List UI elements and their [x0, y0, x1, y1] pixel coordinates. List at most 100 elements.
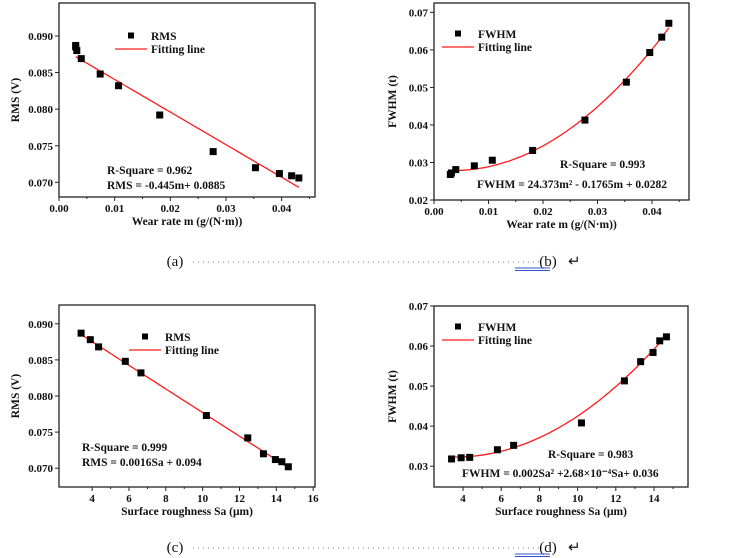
x-tick-label: 12 [610, 493, 622, 505]
data-point [493, 446, 501, 454]
x-tick-label: 14 [649, 493, 661, 505]
y-tick-label: 0.075 [28, 427, 53, 439]
chart-d: 4 6 8 10 12 14 0.03 0.04 0.05 0.06 0.07 Surface rou… [387, 301, 689, 557]
x-tick-label: 0.00 [424, 206, 444, 218]
x-tick-label: 0.04 [642, 206, 662, 218]
legend-label: Fitting line [165, 345, 219, 357]
legend-marker [142, 333, 148, 340]
y-tick-label: 0.03 [409, 461, 429, 473]
y-tick-label: 0.04 [409, 120, 429, 132]
x-tick-label: 0.01 [479, 206, 498, 218]
plot-frame [58, 2, 316, 198]
fitting-line [451, 334, 667, 458]
data-point [470, 162, 478, 170]
legend-label: FWHM [478, 29, 516, 41]
y-tick-label: 0.085 [28, 355, 53, 367]
legend-marker [455, 30, 461, 37]
data-point [466, 453, 474, 461]
data-point [156, 111, 164, 119]
legend-label: RMS [165, 332, 191, 344]
data-point [86, 336, 94, 344]
legend-marker [455, 323, 461, 330]
fit-annotation: RMS = 0.0016Sa + 0.094 [82, 457, 202, 469]
y-axis-label: RMS (V) [10, 374, 22, 419]
y-tick-label: 0.080 [28, 104, 53, 116]
x-tick-label: 6 [126, 493, 132, 505]
figure-caption: (a) [167, 254, 184, 270]
x-tick-label: 0.01 [105, 203, 124, 215]
fit-annotation: R-Square = 0.993 [560, 159, 646, 171]
data-point [275, 170, 283, 178]
x-tick-label: 8 [163, 493, 169, 505]
data-point [73, 47, 81, 55]
legend-label: Fitting line [478, 42, 532, 54]
legend-marker [128, 32, 134, 39]
chart-b: 0.00 0.01 0.02 0.03 0.04 0.02 0.03 0.04 0.05 0.06… [387, 2, 690, 271]
y-tick-label: 0.075 [28, 141, 53, 153]
x-axis-label: Surface roughness Sa (μm) [495, 506, 627, 518]
legend-label: RMS [151, 31, 177, 43]
data-point [622, 78, 630, 86]
data-point [278, 458, 286, 466]
data-point [447, 169, 455, 177]
y-tick-label: 0.04 [409, 421, 429, 433]
fit-annotation: FWHM = 0.002Sa² +2.68×10⁻⁴Sa+ 0.036 [462, 468, 659, 480]
data-point [77, 329, 85, 337]
data-point [488, 156, 496, 164]
legend-label: FWHM [478, 322, 516, 334]
data-point [457, 454, 465, 462]
x-tick-label: 10 [572, 493, 584, 505]
data-point [259, 450, 267, 458]
data-point [577, 419, 585, 427]
y-tick-label: 0.03 [409, 157, 429, 169]
y-axis-label: FWHM (t) [387, 75, 399, 128]
chart-c: 4 6 8 10 12 14 16 0.070 0.075 0.080 0.085 0.090 Surf… [10, 304, 540, 556]
x-tick-label: 0.03 [216, 203, 236, 215]
x-tick-label: 16 [308, 493, 320, 505]
data-point [529, 146, 537, 154]
fitting-line [75, 56, 300, 188]
x-tick-label: 0.00 [49, 203, 69, 215]
x-tick-label: 0.02 [533, 206, 553, 218]
x-axis-label: Wear rate m (g/(N·m)) [132, 216, 243, 228]
y-tick-label: 0.06 [409, 341, 429, 353]
plot-frame [433, 305, 689, 488]
y-axis-label: FWHM (t) [387, 370, 399, 423]
data-point [646, 49, 654, 57]
x-axis-label: Wear rate m (g/(N·m)) [506, 219, 617, 231]
data-point [202, 412, 210, 419]
legend-label: Fitting line [151, 44, 205, 56]
x-tick-label: 4 [460, 493, 466, 505]
figure-caption: (c) [167, 540, 184, 556]
data-point [121, 357, 129, 365]
data-point [510, 441, 518, 449]
data-point [271, 456, 279, 464]
y-tick-label: 0.02 [409, 195, 429, 207]
data-point [77, 55, 85, 63]
y-tick-label: 0.07 [409, 7, 429, 19]
figure-caption: (d) [539, 540, 557, 556]
data-point [284, 463, 292, 471]
data-point [244, 434, 252, 442]
data-point [95, 343, 103, 351]
x-tick-label: 8 [537, 493, 543, 505]
x-tick-label: 0.04 [272, 203, 292, 215]
x-tick-label: 0.02 [161, 203, 181, 215]
plot-frame [433, 2, 690, 201]
x-tick-label: 0.03 [588, 206, 608, 218]
data-point [637, 358, 645, 366]
x-tick-label: 12 [234, 493, 246, 505]
data-point [656, 337, 664, 345]
data-point [295, 174, 303, 182]
fit-annotation: FWHM = 24.373m² - 0.1765m + 0.0282 [477, 179, 667, 191]
chart-a: 0.00 0.01 0.02 0.03 0.04 0.070 0.075 0.080 0.085… [10, 2, 540, 270]
fitting-line [450, 27, 670, 172]
fit-annotation: R-Square = 0.999 [82, 442, 168, 454]
y-tick-label: 0.07 [409, 301, 429, 313]
paragraph-mark: ↵ [568, 540, 581, 556]
x-tick-label: 14 [271, 493, 283, 505]
fitting-line [80, 334, 289, 469]
data-point [581, 116, 589, 124]
y-axis-label: RMS (V) [10, 78, 22, 123]
